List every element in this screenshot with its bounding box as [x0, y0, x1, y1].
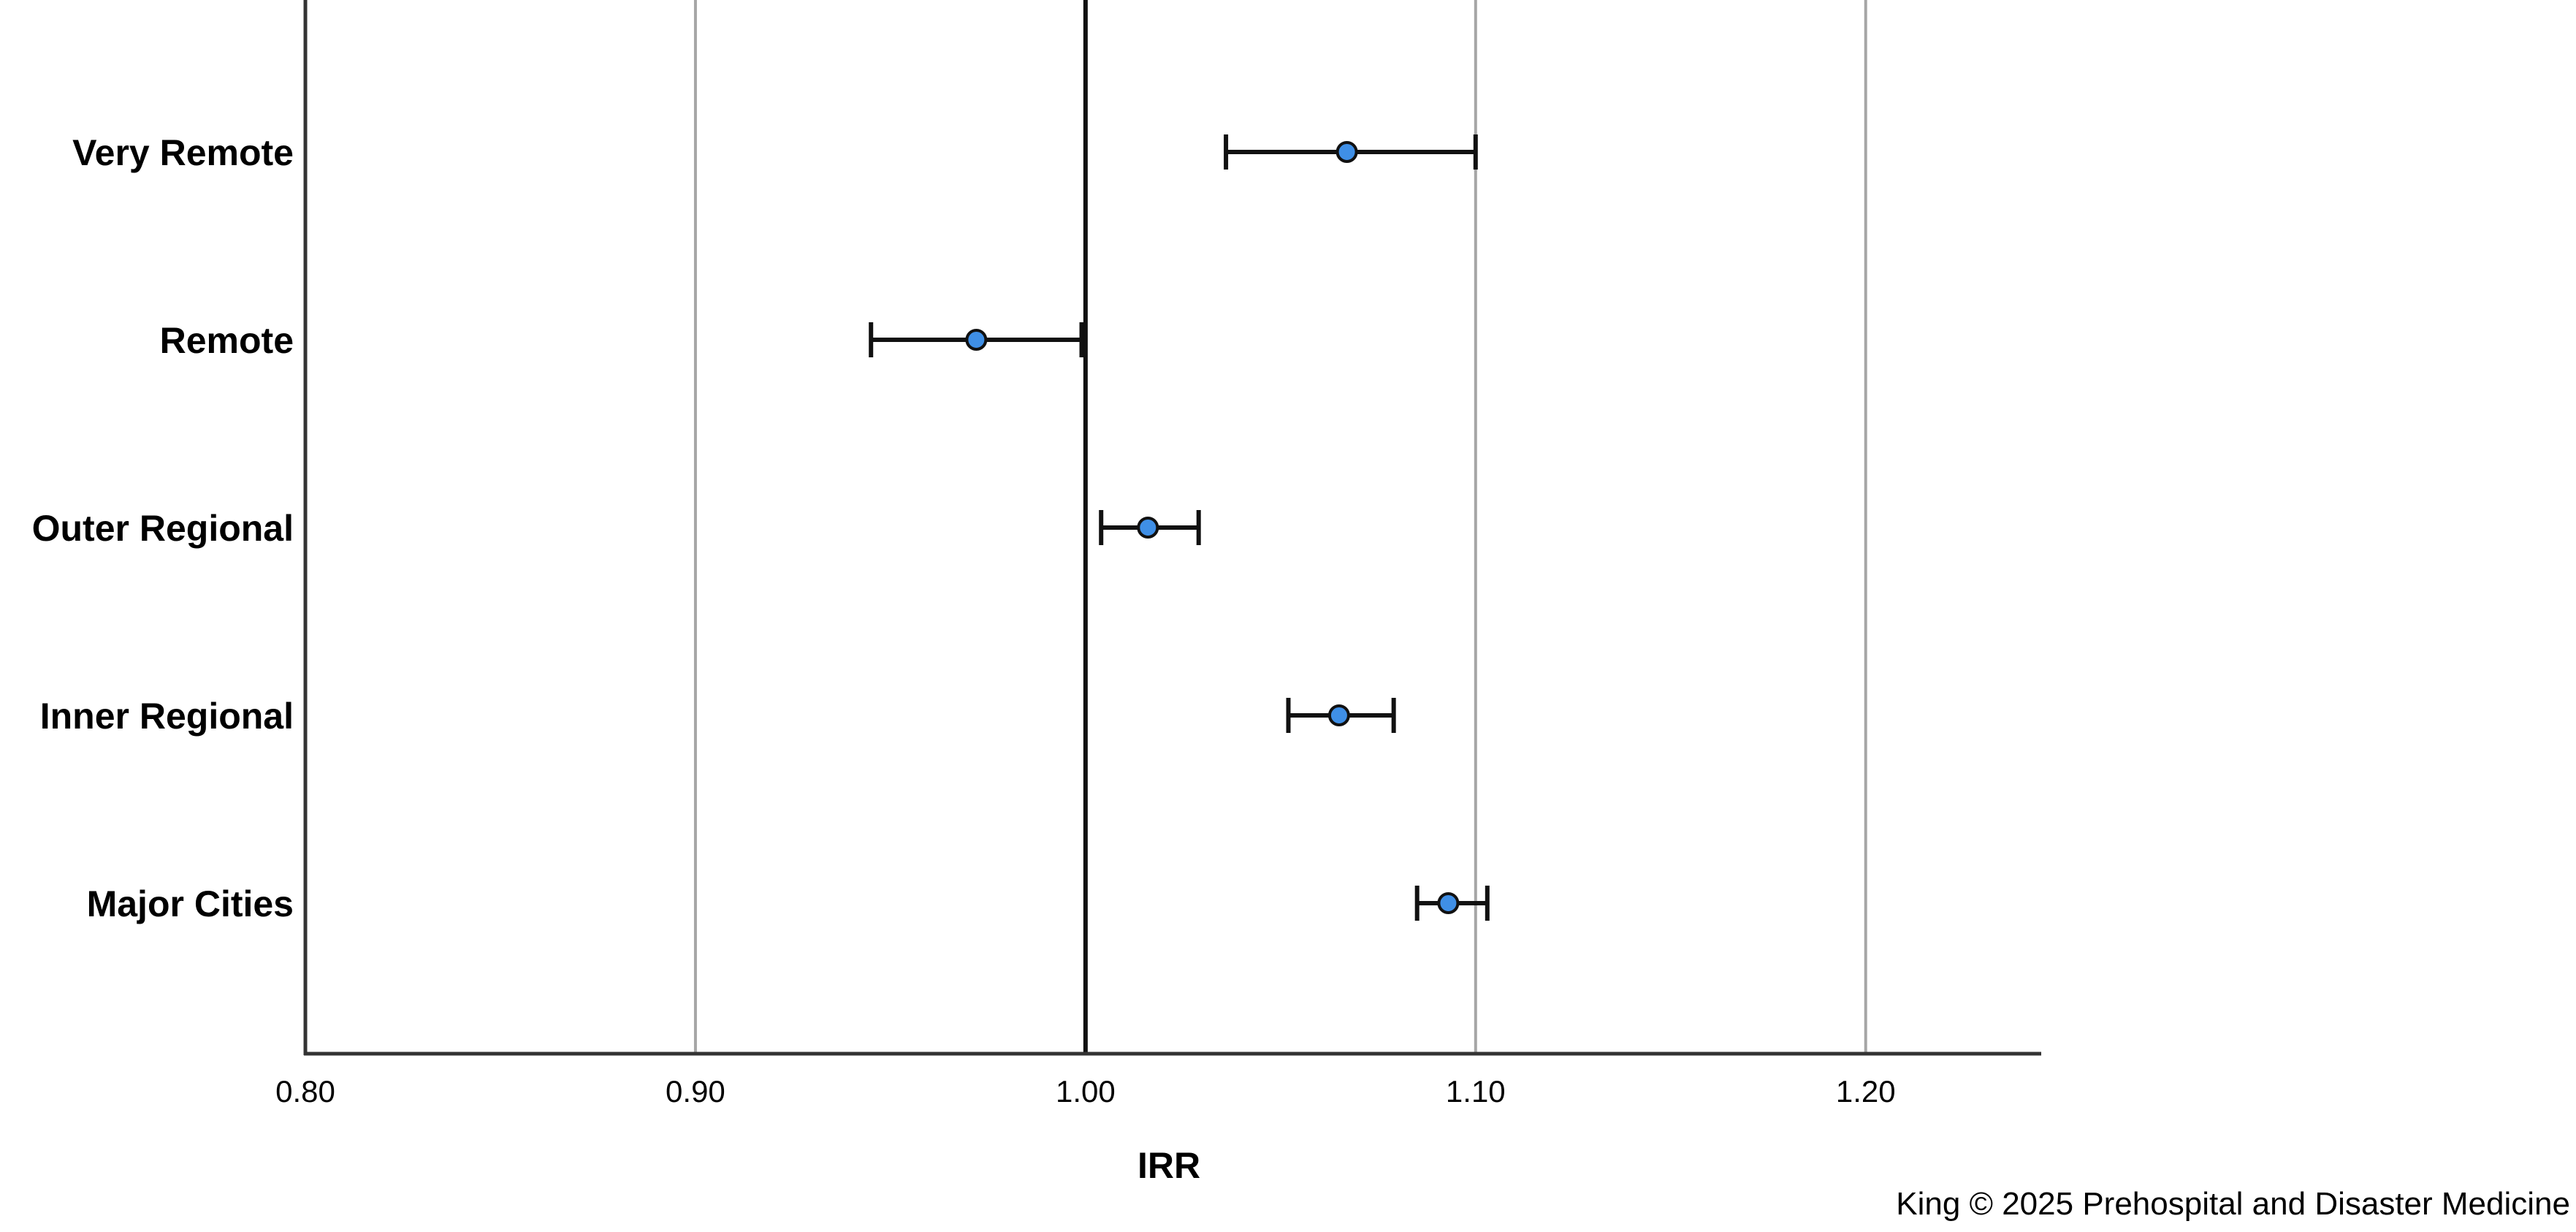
- confidence-intervals: [869, 134, 1490, 921]
- category-label-inner-regional: Inner Regional: [40, 696, 294, 737]
- category-label-very-remote: Very Remote: [72, 132, 294, 173]
- x-tick-label-1.20: 1.20: [1836, 1074, 1896, 1109]
- category-label-remote: Remote: [160, 320, 294, 361]
- x-tick-label-0.80: 0.80: [275, 1074, 335, 1109]
- x-tick-label-0.90: 0.90: [666, 1074, 725, 1109]
- point-estimate-remote: [965, 329, 988, 351]
- x-tick-labels: 0.80 0.90 1.00 1.10 1.20: [275, 1074, 1895, 1109]
- x-tick-label-1.00: 1.00: [1056, 1074, 1116, 1109]
- gridlines: [693, 0, 1867, 1054]
- point-estimate-inner-regional: [1327, 704, 1350, 726]
- x-tick-label-1.10: 1.10: [1446, 1074, 1506, 1109]
- point-estimate-outer-regional: [1137, 517, 1159, 539]
- category-label-outer-regional: Outer Regional: [32, 508, 294, 549]
- point-estimate-very-remote: [1335, 141, 1358, 163]
- axes: [303, 0, 2041, 1056]
- credit-text: King © 2025 Prehospital and Disaster Med…: [1896, 1186, 2570, 1222]
- category-label-major-cities: Major Cities: [87, 883, 294, 924]
- point-estimate-major-cities: [1437, 892, 1460, 914]
- point-estimates: [965, 141, 1460, 914]
- category-labels: Very Remote Remote Outer Regional Inner Reg…: [32, 132, 294, 924]
- x-axis-title: IRR: [1138, 1145, 1200, 1186]
